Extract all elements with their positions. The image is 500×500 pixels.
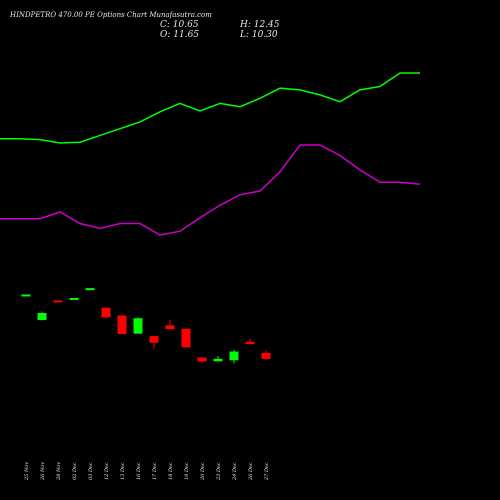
candles-layer bbox=[21, 288, 271, 364]
upper-indicator-line bbox=[0, 72, 420, 144]
candle-up bbox=[213, 358, 223, 362]
x-tick-label: 25 Nov bbox=[24, 462, 30, 481]
candle-up bbox=[37, 313, 47, 320]
open-label: O: 11.65 bbox=[160, 30, 199, 40]
close-label: C: 10.65 bbox=[160, 20, 199, 30]
candle-up bbox=[229, 351, 239, 361]
candle-down bbox=[149, 336, 159, 343]
candle-down bbox=[165, 325, 175, 330]
x-tick-label: 28 Nov bbox=[56, 462, 62, 481]
x-tick-label: 17 Dec bbox=[152, 462, 158, 480]
candle-down bbox=[181, 328, 191, 348]
x-tick-label: 18 Dec bbox=[168, 462, 174, 480]
candle-up bbox=[69, 297, 79, 300]
candle-up bbox=[85, 288, 95, 291]
x-axis-ticks: 25 Nov 26 Nov 28 Nov 02 Dec 03 Dec 12 Dec 13 D… bbox=[24, 462, 270, 481]
x-tick-label: 26 Nov bbox=[40, 462, 46, 481]
chart-title: HINDPETRO 470.00 PE Options Chart Munafa… bbox=[9, 11, 212, 19]
x-tick-label: 24 Dec bbox=[232, 462, 238, 481]
lower-indicator-line bbox=[0, 144, 421, 236]
candle-down bbox=[101, 307, 111, 318]
x-tick-label: 16 Dec bbox=[136, 462, 142, 480]
candle-down bbox=[197, 357, 207, 362]
candle-down bbox=[261, 352, 271, 359]
x-tick-label: 02 Dec bbox=[72, 462, 78, 480]
candle-down bbox=[53, 300, 63, 303]
candle-up bbox=[21, 294, 31, 297]
x-tick-label: 19 Dec bbox=[184, 462, 190, 480]
candle-up bbox=[133, 318, 143, 334]
x-tick-label: 13 Dec bbox=[120, 462, 126, 480]
low-label: L: 10.30 bbox=[239, 30, 278, 40]
x-tick-label: 03 Dec bbox=[88, 462, 94, 480]
x-tick-label: 26 Dec bbox=[248, 462, 254, 481]
high-label: H: 12.45 bbox=[239, 20, 280, 30]
x-tick-label: 27 Dec bbox=[264, 462, 270, 481]
x-tick-label: 23 Dec bbox=[216, 462, 222, 481]
candle-down bbox=[245, 341, 255, 345]
x-tick-label: 20 Dec bbox=[200, 462, 206, 481]
x-tick-label: 12 Dec bbox=[104, 462, 110, 480]
candle-down bbox=[117, 315, 127, 334]
